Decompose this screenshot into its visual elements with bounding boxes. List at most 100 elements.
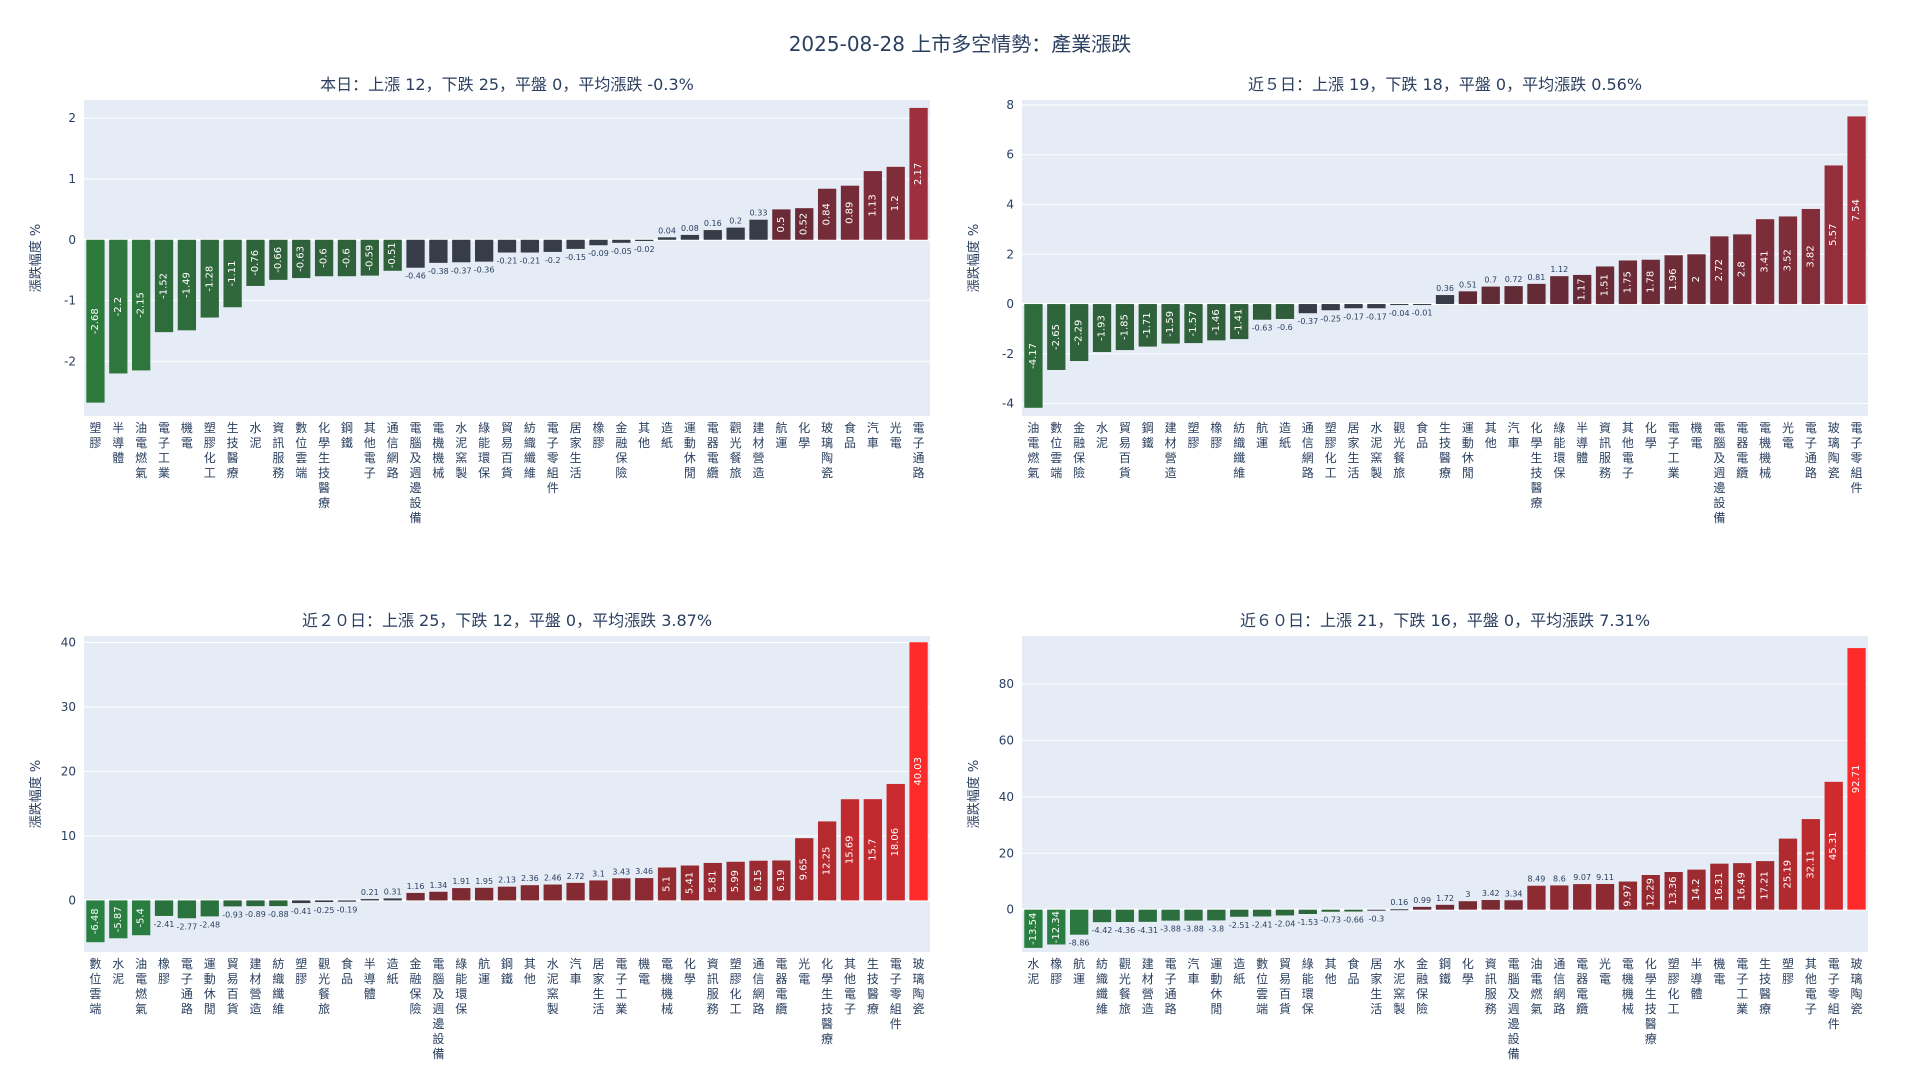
x-tick-label: 半導體 — [112, 421, 124, 465]
data-label: -0.38 — [428, 267, 449, 276]
bar — [1115, 304, 1135, 351]
data-label: 6.15 — [753, 869, 764, 891]
x-tick-label: 水泥窯製 — [455, 421, 467, 480]
data-label: -4.36 — [1115, 926, 1136, 935]
bar — [154, 239, 174, 333]
x-tick-label: 化學 — [798, 421, 810, 450]
x-tick-label: 電腦及週邊設備 — [432, 957, 444, 1061]
bar — [246, 239, 265, 286]
data-label: 1.12 — [1550, 265, 1568, 274]
x-tick-label: 資訊服務 — [707, 957, 719, 1016]
bar — [292, 239, 311, 279]
bar — [1207, 909, 1226, 921]
x-tick-label: 塑膠化工 — [1668, 956, 1680, 1016]
bar — [1115, 909, 1135, 922]
data-label: 2.8 — [1737, 261, 1748, 277]
data-label: -1.41 — [1234, 309, 1245, 335]
data-label: 0.31 — [384, 887, 402, 896]
x-tick-label: 油電燃氣 — [135, 957, 147, 1016]
chart-panel-2: -4 -2 0 2 4 6 8 近５日：上漲 19，下跌 18，平盤 0，平均漲跌 0.56%… — [966, 75, 1868, 525]
x-tick-label: 建材營造 — [249, 957, 261, 1016]
data-label: -5.4 — [136, 908, 147, 928]
x-tick-label: 通信網路 — [1302, 421, 1314, 480]
x-tick-label: 汽車 — [1187, 956, 1199, 986]
data-label: -0.89 — [245, 910, 266, 919]
y-tick-label: -1 — [64, 294, 76, 308]
x-tick-label: 建材營造 — [753, 421, 765, 480]
x-tick-label: 運動休閒 — [1210, 957, 1222, 1016]
y-tick-label: 8 — [1006, 98, 1014, 112]
data-label: -1.71 — [1142, 312, 1153, 338]
x-tick-label: 水泥 — [112, 957, 124, 986]
page-title: 2025-08-28 上市多空情勢：產業漲跌 — [788, 32, 1132, 56]
x-tick-label: 電子通路 — [1805, 421, 1817, 480]
bar — [1275, 909, 1295, 916]
bar — [1824, 781, 1843, 910]
data-label: 2.72 — [1714, 259, 1725, 281]
bar — [726, 227, 745, 240]
data-label: 0.5 — [776, 217, 787, 233]
data-label: 40.03 — [913, 757, 924, 786]
bar — [657, 237, 677, 240]
data-label: 15.69 — [844, 835, 855, 864]
x-tick-label: 電機機械 — [432, 421, 444, 480]
x-tick-label: 觀光餐旅 — [730, 421, 742, 480]
y-tick-label: 60 — [999, 733, 1014, 747]
bar — [543, 239, 562, 252]
x-tick-label: 橡膠 — [1210, 421, 1222, 450]
data-label: -2.41 — [154, 920, 175, 929]
data-label: -1.49 — [181, 272, 192, 298]
x-tick-label: 通信網路 — [1553, 957, 1565, 1016]
bar — [1710, 863, 1729, 910]
data-label: 1.96 — [1668, 269, 1679, 291]
data-label: 0.99 — [1413, 896, 1431, 905]
data-label: -3.88 — [1160, 925, 1181, 934]
data-label: -0.2 — [545, 256, 561, 265]
bar — [1275, 304, 1295, 319]
x-tick-label: 電腦及週邊設備 — [410, 421, 422, 525]
data-label: 0.81 — [1528, 273, 1546, 282]
x-tick-label: 造紙 — [1233, 957, 1245, 986]
bar — [703, 230, 722, 240]
data-label: -3.88 — [1183, 925, 1204, 934]
bar — [383, 898, 402, 901]
x-tick-label: 電子工業 — [615, 957, 627, 1016]
y-tick-label: 20 — [999, 846, 1014, 860]
data-label: 0.2 — [729, 217, 742, 226]
x-tick-label: 水泥窯製 — [1370, 421, 1382, 480]
data-label: -1.93 — [1097, 315, 1108, 341]
bar — [109, 900, 128, 939]
x-tick-label: 居家生活 — [1370, 957, 1382, 1016]
x-tick-label: 貿易百貨 — [501, 421, 513, 480]
x-tick-label: 其他 — [1485, 421, 1497, 450]
x-tick-label: 其他電子 — [844, 957, 856, 1016]
data-label: -0.21 — [520, 257, 541, 266]
data-label: -0.59 — [364, 245, 375, 271]
bar — [589, 880, 608, 901]
bar — [635, 878, 654, 901]
x-tick-label: 電子工業 — [1668, 421, 1680, 480]
x-tick-label: 化學生技醫療 — [318, 421, 330, 510]
x-tick-label: 電子通路 — [1165, 957, 1177, 1016]
data-label: 1.72 — [1436, 894, 1454, 903]
bar — [132, 900, 151, 936]
x-tick-label: 油電燃氣 — [1027, 421, 1039, 480]
x-tick-label: 綠能環保 — [455, 957, 467, 1016]
y-tick-label: 1 — [68, 172, 76, 186]
data-label: -13.54 — [1028, 913, 1039, 945]
data-label: 6.19 — [776, 869, 787, 891]
data-label: 25.19 — [1782, 860, 1793, 889]
data-label: -1.57 — [1188, 311, 1199, 337]
bar — [406, 239, 425, 268]
data-label: -0.3 — [1369, 915, 1385, 924]
bar — [1801, 819, 1820, 910]
y-tick-label: 0 — [1006, 297, 1014, 311]
bar — [1184, 909, 1203, 921]
bar — [1435, 295, 1455, 305]
data-label: 32.11 — [1805, 850, 1816, 879]
x-tick-label: 金融保險 — [410, 956, 422, 1016]
y-axis-label: 漲跌幅度 % — [28, 224, 44, 293]
bar — [1321, 304, 1340, 311]
bar — [1618, 260, 1638, 305]
data-label: 18.06 — [890, 828, 901, 857]
